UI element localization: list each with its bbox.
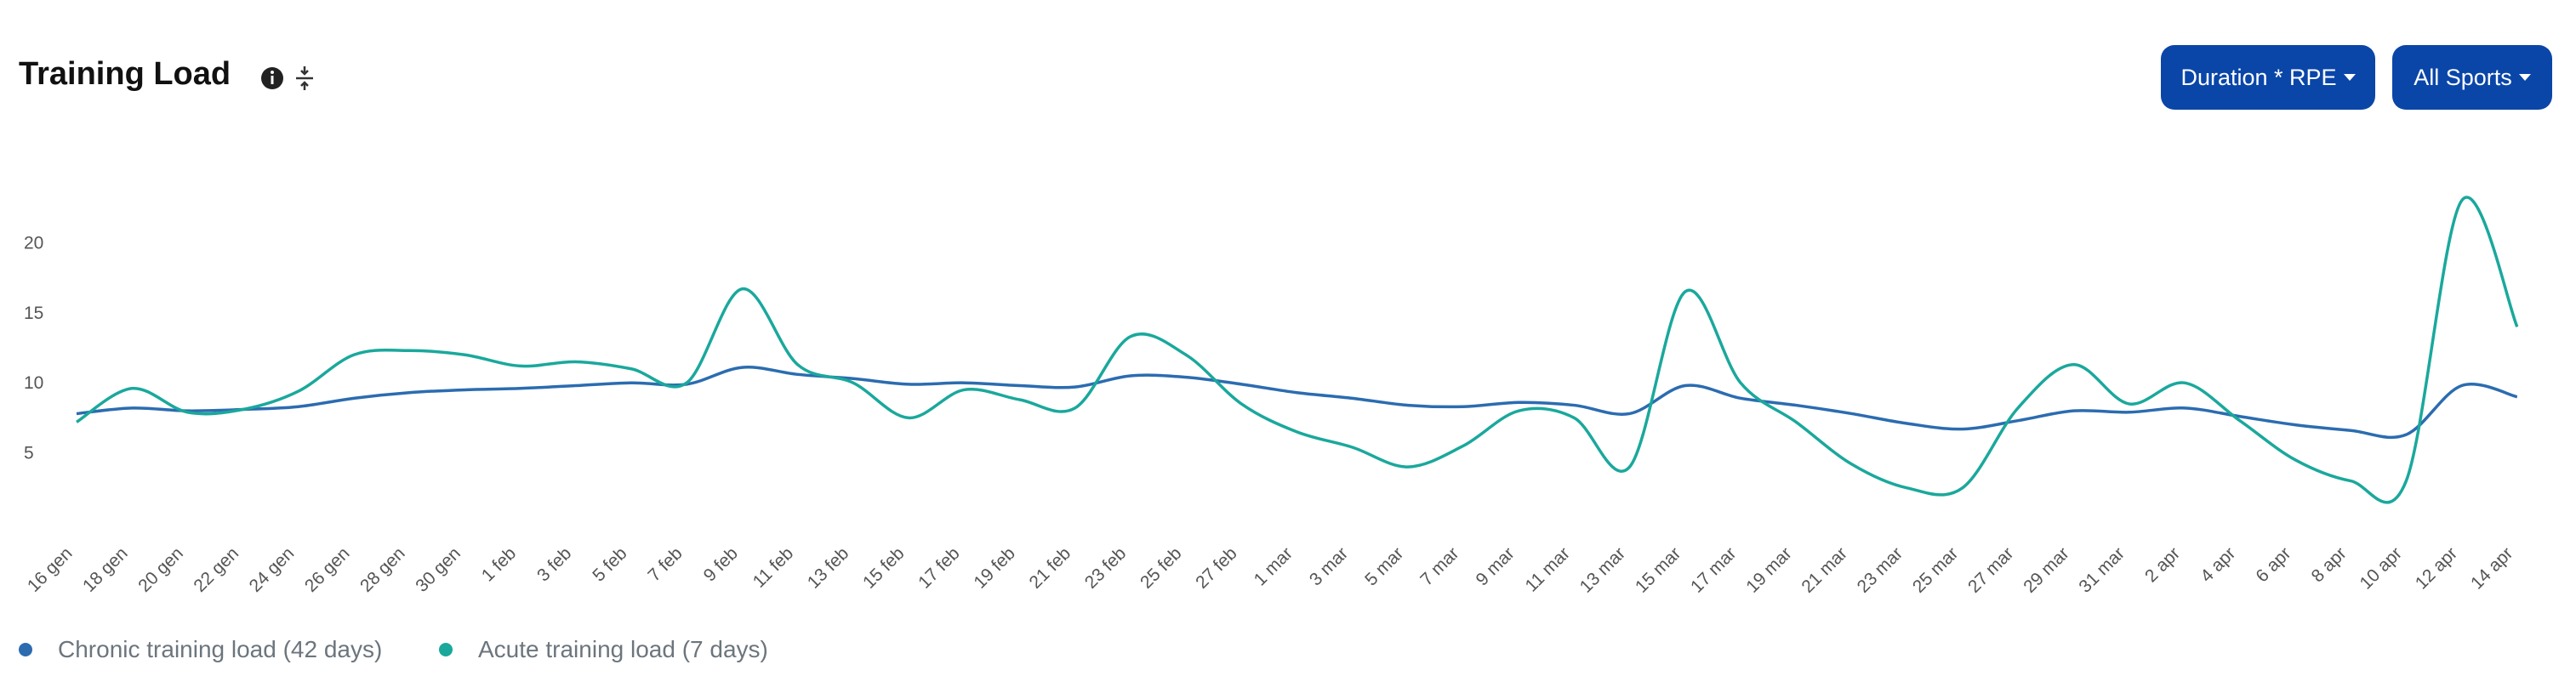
x-tick-label: 5 mar (1361, 543, 1407, 589)
series-line (76, 366, 2518, 440)
x-tick-label: 7 feb (644, 543, 686, 585)
x-tick-label: 4 apr (2197, 543, 2239, 586)
x-tick-label: 11 mar (1522, 543, 1574, 595)
x-tick-label: 22 gen (190, 543, 242, 596)
x-tick-label: 11 feb (749, 543, 797, 591)
x-tick-label: 9 mar (1473, 543, 1519, 589)
legend-dot (19, 643, 32, 656)
x-tick-label: 18 gen (79, 543, 132, 596)
x-tick-label: 2 apr (2141, 543, 2184, 586)
x-tick-label: 19 feb (970, 543, 1019, 593)
x-tick-label: 1 feb (478, 543, 520, 585)
metric-button[interactable]: Duration * RPE (2161, 45, 2375, 110)
x-tick-label: 16 gen (24, 543, 77, 596)
x-tick-label: 27 mar (1964, 543, 2017, 596)
x-tick-label: 27 feb (1192, 543, 1241, 593)
x-tick-label: 12 apr (2412, 543, 2461, 593)
x-tick-label: 31 mar (2075, 543, 2128, 596)
x-tick-label: 21 mar (1798, 543, 1850, 596)
y-tick-label: 5 (24, 444, 34, 463)
x-tick-label: 26 gen (301, 543, 354, 596)
x-tick-label: 5 feb (589, 543, 630, 585)
x-tick-label: 30 gen (412, 543, 464, 596)
x-tick-label: 24 gen (246, 543, 299, 596)
title-icons (261, 66, 313, 90)
split-icon[interactable] (296, 66, 313, 90)
x-tick-label: 23 mar (1854, 543, 1906, 596)
x-tick-label: 3 mar (1306, 543, 1352, 589)
x-tick-label: 1 mar (1251, 543, 1297, 589)
x-tick-label: 20 gen (134, 543, 187, 596)
page-title: Training Load (19, 56, 231, 92)
x-tick-label: 28 gen (356, 543, 409, 596)
x-tick-label: 10 apr (2357, 543, 2406, 593)
x-tick-label: 9 feb (700, 543, 742, 585)
x-tick-label: 17 mar (1687, 543, 1740, 596)
x-tick-label: 25 mar (1909, 543, 1962, 596)
x-tick-label: 17 feb (915, 543, 964, 593)
y-tick-label: 15 (24, 304, 43, 323)
series-line (76, 196, 2519, 504)
x-tick-label: 29 mar (2020, 543, 2072, 596)
legend-dot (439, 643, 453, 656)
chart: 5 10 15 20 16 gen 18 gen 20 gen 22 gen 24 gen 26 … (24, 196, 2519, 597)
x-tick-label: 6 apr (2252, 543, 2294, 586)
x-tick-label: 15 mar (1632, 543, 1684, 596)
legend-label: Chronic training load (42 days) (58, 636, 383, 662)
legend-label: Acute training load (7 days) (478, 636, 768, 662)
legend-item[interactable]: Chronic training load (42 days) (19, 636, 382, 663)
x-tick-label: 7 mar (1416, 543, 1462, 589)
y-tick-label: 10 (24, 373, 43, 393)
x-tick-label: 15 feb (859, 543, 909, 593)
legend-item[interactable]: Acute training load (7 days) (439, 636, 768, 663)
x-tick-label: 3 feb (533, 543, 575, 585)
x-tick-label: 13 feb (804, 543, 853, 593)
y-tick-label: 20 (24, 233, 43, 253)
x-tick-label: 13 mar (1576, 543, 1629, 596)
x-tick-label: 14 apr (2467, 543, 2516, 593)
sport-button[interactable]: All Sports (2392, 45, 2552, 110)
x-tick-label: 25 feb (1137, 543, 1186, 593)
x-tick-label: 23 feb (1081, 543, 1131, 593)
x-tick-label: 8 apr (2308, 543, 2351, 586)
x-tick-label: 21 feb (1026, 543, 1075, 593)
x-tick-label: 19 mar (1742, 543, 1795, 596)
